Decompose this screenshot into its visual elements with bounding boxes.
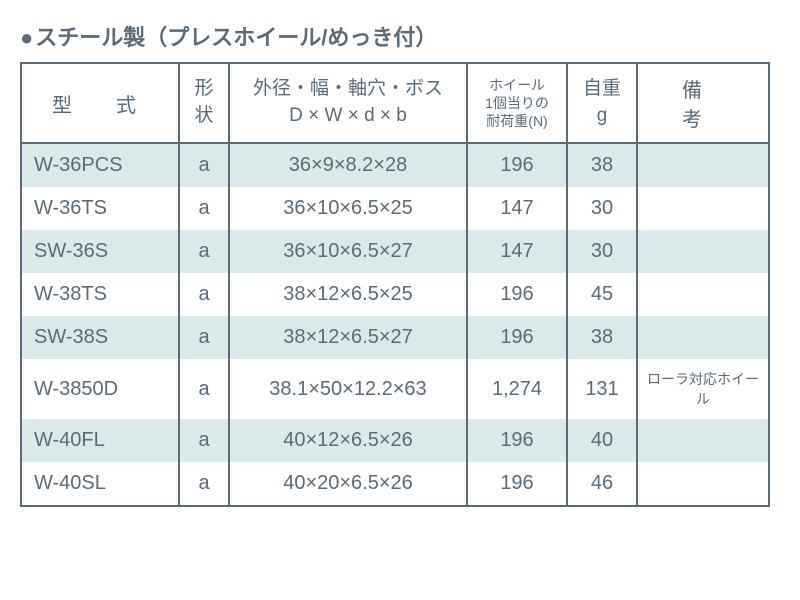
table-row: W-36PCSa36×9×8.2×2819638 [21,143,769,187]
header-weight: 自重g [567,63,637,143]
cell-model: SW-38S [21,316,179,359]
cell-weight: 131 [567,359,637,419]
cell-remarks: ローラ対応ホイール [637,359,769,419]
cell-weight: 45 [567,273,637,316]
cell-remarks [637,143,769,187]
cell-dimensions: 38×12×6.5×27 [229,316,467,359]
cell-load: 196 [467,316,567,359]
cell-model: W-40SL [21,462,179,506]
cell-weight: 38 [567,316,637,359]
cell-model: SW-36S [21,230,179,273]
table-row: SW-36Sa36×10×6.5×2714730 [21,230,769,273]
header-model: 型 式 [21,63,179,143]
cell-model: W-38TS [21,273,179,316]
cell-shape: a [179,359,229,419]
cell-shape: a [179,419,229,462]
cell-dimensions: 40×12×6.5×26 [229,419,467,462]
cell-model: W-3850D [21,359,179,419]
cell-model: W-40FL [21,419,179,462]
cell-shape: a [179,143,229,187]
cell-model: W-36PCS [21,143,179,187]
spec-table: 型 式 形状 外径・幅・軸穴・ボスD × W × d × b ホイール1個当りの… [20,62,770,507]
table-row: W-40FLa40×12×6.5×2619640 [21,419,769,462]
cell-remarks [637,419,769,462]
table-row: SW-38Sa38×12×6.5×2719638 [21,316,769,359]
cell-remarks [637,230,769,273]
cell-dimensions: 38×12×6.5×25 [229,273,467,316]
cell-shape: a [179,462,229,506]
cell-remarks [637,316,769,359]
cell-load: 196 [467,273,567,316]
cell-shape: a [179,187,229,230]
cell-shape: a [179,273,229,316]
table-header-row: 型 式 形状 外径・幅・軸穴・ボスD × W × d × b ホイール1個当りの… [21,63,769,143]
cell-weight: 40 [567,419,637,462]
cell-model: W-36TS [21,187,179,230]
cell-load: 147 [467,187,567,230]
cell-dimensions: 36×10×6.5×25 [229,187,467,230]
cell-shape: a [179,316,229,359]
table-row: W-36TSa36×10×6.5×2514730 [21,187,769,230]
cell-load: 1,274 [467,359,567,419]
header-dimensions: 外径・幅・軸穴・ボスD × W × d × b [229,63,467,143]
cell-remarks [637,187,769,230]
cell-load: 196 [467,143,567,187]
table-row: W-3850Da38.1×50×12.2×631,274131ローラ対応ホイール [21,359,769,419]
header-load: ホイール1個当りの耐荷重(N) [467,63,567,143]
cell-dimensions: 40×20×6.5×26 [229,462,467,506]
cell-remarks [637,273,769,316]
cell-load: 196 [467,462,567,506]
section-title: スチール製（プレスホイール/めっき付） [20,20,780,52]
cell-weight: 38 [567,143,637,187]
cell-weight: 46 [567,462,637,506]
cell-dimensions: 38.1×50×12.2×63 [229,359,467,419]
header-remarks: 備 考 [637,63,769,143]
table-row: W-38TSa38×12×6.5×2519645 [21,273,769,316]
cell-remarks [637,462,769,506]
cell-dimensions: 36×9×8.2×28 [229,143,467,187]
table-body: W-36PCSa36×9×8.2×2819638W-36TSa36×10×6.5… [21,143,769,506]
cell-load: 147 [467,230,567,273]
cell-load: 196 [467,419,567,462]
cell-shape: a [179,230,229,273]
cell-weight: 30 [567,187,637,230]
cell-weight: 30 [567,230,637,273]
cell-dimensions: 36×10×6.5×27 [229,230,467,273]
table-row: W-40SLa40×20×6.5×2619646 [21,462,769,506]
header-shape: 形状 [179,63,229,143]
